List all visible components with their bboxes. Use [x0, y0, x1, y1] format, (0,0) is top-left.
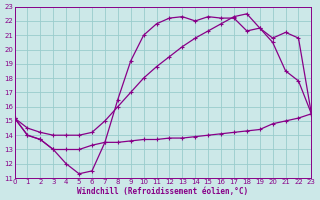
X-axis label: Windchill (Refroidissement éolien,°C): Windchill (Refroidissement éolien,°C)	[77, 187, 249, 196]
